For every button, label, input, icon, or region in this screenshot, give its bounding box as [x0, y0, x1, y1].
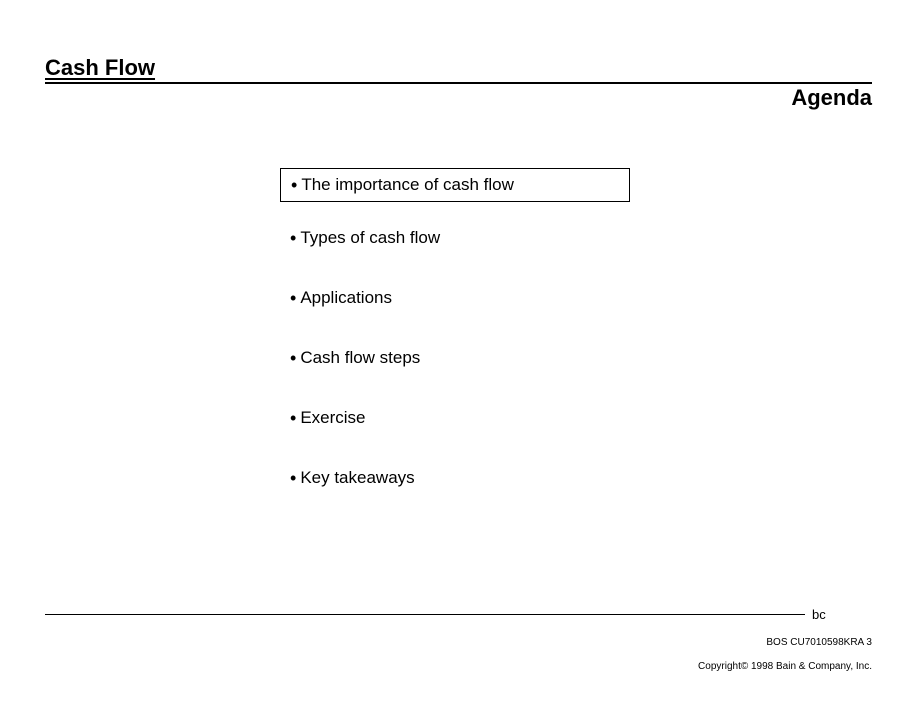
footer-logo: bc [812, 607, 826, 622]
agenda-item-label: Key takeaways [300, 468, 414, 488]
agenda-item: • Types of cash flow [280, 222, 630, 254]
footer-divider [45, 614, 805, 615]
agenda-item-label: The importance of cash flow [301, 175, 514, 195]
agenda-item: • The importance of cash flow [280, 168, 630, 202]
agenda-item-label: Types of cash flow [300, 228, 440, 248]
agenda-item: • Exercise [280, 402, 630, 434]
agenda-list: • The importance of cash flow • Types of… [280, 168, 630, 522]
slide-title: Cash Flow [45, 55, 872, 81]
bullet-icon: • [290, 229, 296, 247]
agenda-item-label: Cash flow steps [300, 348, 420, 368]
agenda-item-label: Exercise [300, 408, 365, 428]
agenda-item: • Cash flow steps [280, 342, 630, 374]
footer-copyright: Copyright© 1998 Bain & Company, Inc. [698, 661, 872, 672]
header-divider [45, 82, 872, 84]
slide-subtitle: Agenda [791, 85, 872, 111]
slide-header: Cash Flow [45, 55, 872, 84]
agenda-item: • Key takeaways [280, 462, 630, 494]
bullet-icon: • [290, 409, 296, 427]
bullet-icon: • [290, 349, 296, 367]
agenda-item-label: Applications [300, 288, 392, 308]
footer-code: BOS CU7010598KRA 3 [766, 637, 872, 648]
bullet-icon: • [290, 469, 296, 487]
bullet-icon: • [291, 176, 297, 194]
agenda-item: • Applications [280, 282, 630, 314]
bullet-icon: • [290, 289, 296, 307]
